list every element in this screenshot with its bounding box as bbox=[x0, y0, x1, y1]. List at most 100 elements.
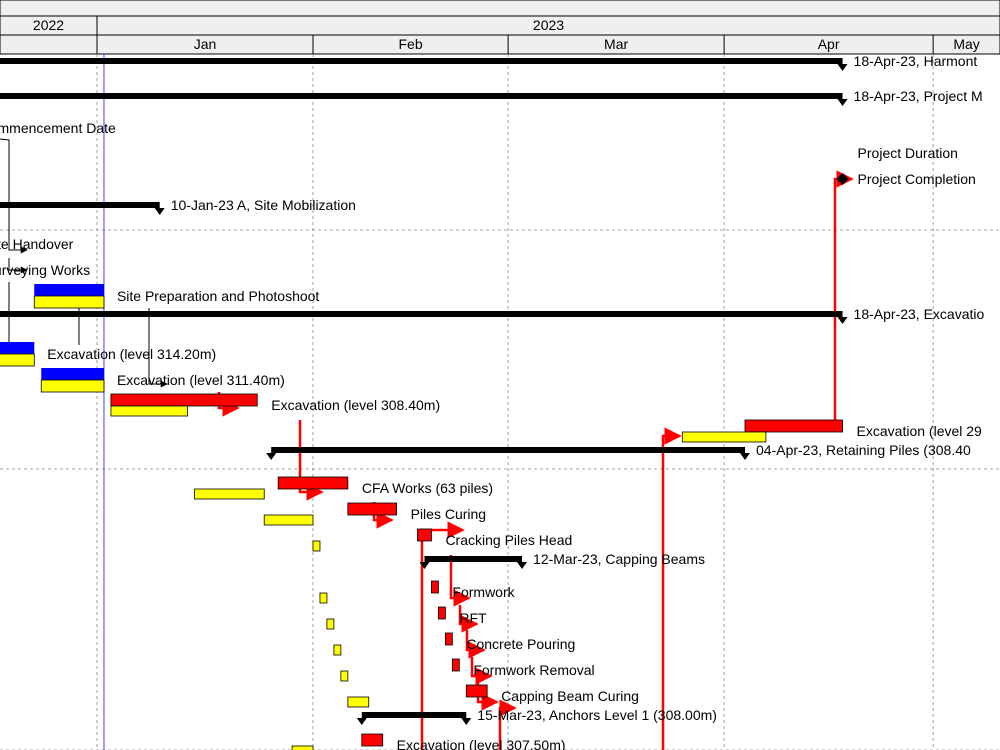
activity-bar: Excavation (level 307.50m) bbox=[291, 733, 566, 750]
milestone-label: Commencement Date bbox=[0, 120, 116, 136]
activity-bar: RFT bbox=[326, 606, 487, 630]
summary-bar-label: 15-Mar-23, Anchors Level 1 (308.00m) bbox=[477, 707, 717, 723]
summary-bar: 15-Mar-23, Anchors Level 1 (308.00m) bbox=[356, 707, 717, 725]
baseline-bar bbox=[312, 540, 321, 552]
summary-bar-end-cap bbox=[461, 718, 472, 725]
summary-bar-body bbox=[0, 311, 843, 317]
summary-bar-end-cap bbox=[517, 562, 528, 569]
relationship-line bbox=[465, 630, 486, 659]
grid-lines bbox=[0, 54, 1000, 750]
summary-bar-body bbox=[0, 58, 843, 64]
summary-bar-end-cap bbox=[154, 208, 165, 215]
relationship-line bbox=[8, 258, 28, 274]
summary-bar-body bbox=[0, 202, 160, 208]
summary-bar: 12-Mar-23, Capping Beams bbox=[419, 551, 705, 569]
activity-label: Excavation (level 311.40m) bbox=[117, 372, 285, 388]
summary-bar: 18-Apr-23, Excavatio bbox=[0, 306, 984, 324]
critical-bar bbox=[361, 733, 384, 747]
activity-label: Cracking Piles Head bbox=[445, 532, 572, 548]
baseline-bar bbox=[33, 295, 105, 309]
relationship-line bbox=[0, 138, 28, 254]
summary-bar: 04-Apr-23, Retaining Piles (308.40 bbox=[266, 442, 971, 460]
baseline-bar bbox=[347, 696, 370, 708]
actual-bar bbox=[41, 368, 104, 380]
activity-label: Capping Beam Curing bbox=[501, 688, 639, 704]
timescale-header: 2022 2023 Jan Feb Mar Apr May bbox=[0, 0, 1000, 55]
activity-bar: Formwork Removal bbox=[340, 658, 595, 682]
relationship-line bbox=[458, 605, 479, 633]
summary-bar-start-cap bbox=[266, 453, 277, 460]
relationship-line bbox=[833, 170, 854, 420]
relationship-line bbox=[449, 555, 471, 607]
activity-label: Project Duration bbox=[858, 145, 958, 161]
milestone: Project Completion bbox=[836, 171, 976, 187]
summary-bar-end-cap bbox=[837, 317, 848, 324]
summary-bar-label: 18-Apr-23, Harmont bbox=[854, 53, 978, 69]
summary-bar: 10-Jan-23 A, Site Mobilization bbox=[0, 197, 356, 215]
critical-bar bbox=[465, 684, 488, 698]
summary-bar-end-cap bbox=[837, 64, 848, 71]
header-year-row bbox=[0, 15, 1000, 36]
activity-label: Formwork bbox=[452, 584, 515, 600]
activity-bar: Surveying Works bbox=[0, 262, 90, 278]
activity-bar: Capping Beam Curing bbox=[347, 684, 639, 708]
activity-label: Formwork Removal bbox=[473, 662, 594, 678]
activity-bar: CFA Works (63 piles) bbox=[194, 476, 493, 500]
summary-bar-label: 12-Mar-23, Capping Beams bbox=[533, 551, 705, 567]
header-month-row bbox=[0, 34, 1000, 55]
actual-bar bbox=[0, 342, 35, 354]
activity-label: Excavation (level 308.40m) bbox=[271, 397, 440, 413]
baseline-bar bbox=[333, 644, 342, 656]
summary-bar-body bbox=[361, 712, 467, 718]
header-top-strip bbox=[0, 0, 1000, 17]
baseline-bar bbox=[0, 353, 35, 367]
year-label: 2022 bbox=[33, 17, 64, 33]
month-label: Jan bbox=[194, 36, 217, 52]
baseline-bar bbox=[194, 488, 265, 500]
summary-bar-body bbox=[271, 447, 745, 453]
summary-bar-label: 10-Jan-23 A, Site Mobilization bbox=[171, 197, 356, 213]
activity-bar: Excavation (level 308.40m) bbox=[110, 393, 440, 417]
summary-bar: 18-Apr-23, Project M bbox=[0, 88, 983, 106]
summary-bar-end-cap bbox=[837, 99, 848, 106]
critical-bar bbox=[438, 606, 446, 620]
summary-bar-body bbox=[424, 556, 523, 562]
critical-bar bbox=[110, 393, 258, 407]
critical-bar bbox=[431, 580, 439, 594]
milestone-diamond bbox=[836, 173, 849, 185]
activity-bar: Excavation (level 29 bbox=[681, 419, 983, 443]
activity-label: RFT bbox=[459, 610, 487, 626]
summary-bar-label: 04-Apr-23, Retaining Piles (308.40 bbox=[756, 442, 971, 458]
activity-bar: Formwork bbox=[319, 580, 516, 604]
activity-bar: Cracking Piles Head bbox=[312, 528, 572, 552]
summary-bar-label: 18-Apr-23, Excavatio bbox=[854, 306, 985, 322]
baseline-bar bbox=[326, 618, 335, 630]
relationship-line bbox=[470, 657, 493, 685]
activity-label: Excavation (level 29 bbox=[857, 423, 983, 439]
critical-bar bbox=[451, 658, 460, 672]
milestone-label: Project Completion bbox=[858, 171, 976, 187]
baseline-bar bbox=[263, 514, 314, 526]
baseline-bar bbox=[319, 592, 328, 604]
activity-bar: Piles Curing bbox=[263, 502, 486, 526]
month-label: Mar bbox=[604, 36, 628, 52]
critical-bar bbox=[444, 632, 453, 646]
critical-bar bbox=[744, 419, 843, 433]
month-label: May bbox=[953, 36, 979, 52]
relationship-lines bbox=[0, 138, 854, 750]
summary-bar: 18-Apr-23, Harmont bbox=[0, 53, 977, 71]
activity-bars: 18-Apr-23, Harmont 18-Apr-23, Project M Co… bbox=[0, 53, 984, 750]
month-label: Feb bbox=[398, 36, 422, 52]
activity-label: Site Handover bbox=[0, 236, 74, 252]
activity-bar: Excavation (level 311.40m) bbox=[40, 368, 285, 393]
milestone: Commencement Date bbox=[0, 120, 116, 136]
summary-bar-body bbox=[0, 93, 843, 99]
activity-label: Excavation (level 314.20m) bbox=[47, 346, 216, 362]
relationship-line bbox=[661, 427, 682, 750]
relationship-line bbox=[498, 699, 517, 750]
baseline-bar bbox=[340, 670, 349, 682]
activity-label: Surveying Works bbox=[0, 262, 90, 278]
activity-label: Excavation (level 307.50m) bbox=[397, 737, 566, 750]
baseline-bar bbox=[681, 431, 767, 443]
